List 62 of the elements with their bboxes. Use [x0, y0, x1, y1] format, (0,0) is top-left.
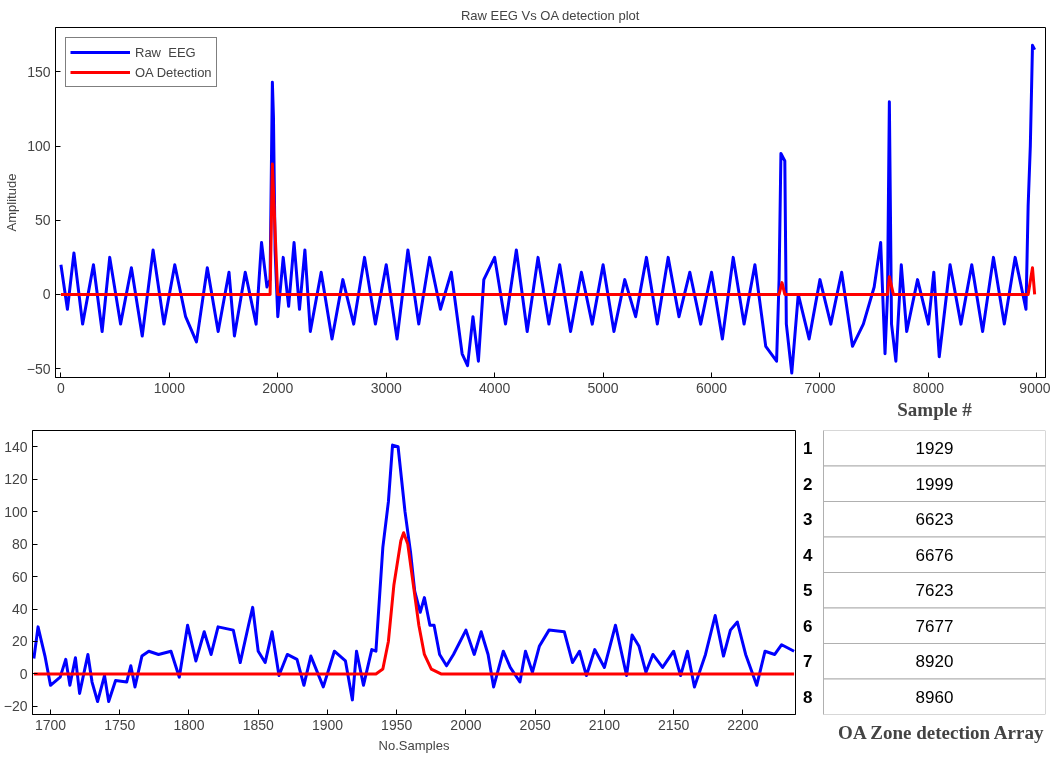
data-label: 8960: [915, 687, 954, 707]
y-tick-label: 100: [27, 138, 51, 155]
y-tick-label: 100: [4, 503, 28, 520]
x-tick-label: 1950: [381, 716, 413, 733]
x-tick-label: 1800: [173, 716, 205, 733]
y-tick-label: 20: [11, 633, 28, 650]
y-axis-title: Amplitude: [3, 173, 19, 232]
x-tick-label: 3000: [370, 379, 403, 396]
y-tick-label: 140: [4, 438, 28, 455]
y-tick-label: 50: [34, 212, 51, 229]
y-tick-label: −20: [3, 698, 28, 715]
x-tick-label: 2000: [262, 379, 294, 396]
data-label: 7677: [915, 616, 954, 636]
data-label: 6676: [915, 545, 954, 565]
y-tick-label: 5: [803, 581, 813, 601]
x-tick-label: 7000: [804, 379, 836, 396]
y-tick-label: 4: [803, 545, 814, 565]
x-tick-label: 6000: [695, 379, 728, 396]
x-tick-label: 1850: [242, 716, 274, 733]
x-tick-label: 9000: [1019, 379, 1051, 396]
y-tick-label: 8: [803, 687, 813, 707]
x-tick-label: 2200: [727, 716, 759, 733]
y-tick-label: 60: [11, 568, 28, 585]
line-series: [32, 531, 796, 676]
data-label: 6623: [915, 510, 954, 530]
x-tick-label: 2000: [450, 716, 482, 733]
line-series: [59, 43, 1037, 375]
y-tick-label: 1: [803, 439, 813, 459]
line-series: [59, 162, 1037, 296]
legend-label: Raw EEG: [135, 44, 196, 60]
x-tick-label: 1900: [311, 716, 344, 733]
y-tick-label: 80: [11, 536, 28, 553]
y-tick-label: 40: [11, 601, 28, 618]
y-tick-label: 2: [803, 474, 813, 494]
chart-title: Raw EEG Vs OA detection plot: [460, 7, 640, 23]
x-tick-label: 2150: [658, 716, 690, 733]
y-tick-label: 150: [27, 63, 51, 80]
y-tick-label: 6: [803, 616, 813, 636]
x-tick-label: 2100: [588, 716, 621, 733]
text: OA Zone detection Array: [838, 721, 1044, 743]
y-tick-label: 7: [803, 652, 813, 672]
y-tick-label: 0: [42, 286, 51, 303]
y-tick-label: −50: [26, 360, 51, 377]
x-tick-label: 1700: [34, 716, 67, 733]
x-tick-label: 5000: [587, 379, 619, 396]
y-tick-label: 120: [4, 471, 28, 488]
data-label: 1929: [915, 439, 954, 459]
x-tick-label: 2050: [519, 716, 551, 733]
data-label: 8920: [915, 652, 954, 672]
x-tick-label: 1750: [104, 716, 136, 733]
x-tick-label: 0: [57, 379, 66, 396]
x-tick-label: 4000: [479, 379, 511, 396]
line-series: [32, 443, 796, 704]
x-axis-title: No.Samples: [378, 737, 450, 753]
x-tick-label: 1000: [153, 379, 186, 396]
y-tick-label: 3: [803, 510, 813, 530]
y-tick-label: 0: [19, 665, 28, 682]
x-tick-label: Sample #: [897, 398, 973, 420]
x-tick-label: 8000: [912, 379, 945, 396]
data-label: 7623: [915, 581, 954, 601]
data-label: 1999: [915, 474, 954, 494]
legend-label: OA Detection: [135, 64, 212, 80]
